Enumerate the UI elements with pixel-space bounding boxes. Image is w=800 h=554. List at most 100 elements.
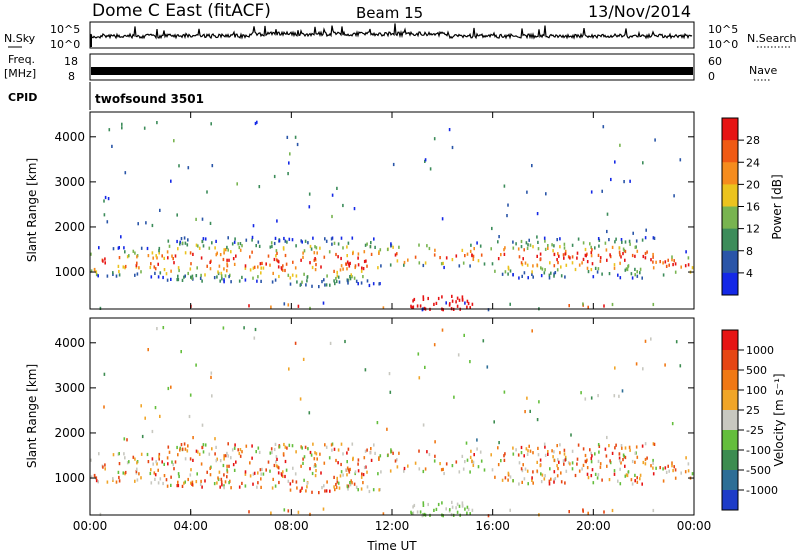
echo-cell — [490, 453, 492, 457]
echo-cell — [466, 299, 469, 303]
echo-cell — [370, 241, 372, 245]
echo-cell — [671, 255, 673, 259]
echo-cell — [443, 471, 445, 476]
echo-cell — [224, 274, 227, 278]
echo-cell — [108, 128, 111, 132]
echo-cell — [347, 278, 350, 282]
echo-cell — [333, 269, 335, 273]
echo-cell — [98, 452, 100, 456]
echo-cell — [204, 479, 206, 483]
echo-cell — [646, 456, 648, 460]
echo-cell — [154, 473, 157, 477]
echo-cell — [642, 254, 645, 259]
echo-cell — [177, 472, 180, 476]
echo-cell — [122, 265, 125, 269]
echo-cell — [591, 248, 593, 252]
power-x-ticks — [89, 112, 695, 309]
echo-cell — [532, 245, 534, 249]
echo-cell — [624, 455, 627, 460]
echo-cell — [289, 482, 292, 486]
echo-cell — [306, 481, 309, 485]
echo-cell — [189, 393, 192, 397]
echo-cell — [235, 460, 237, 464]
echo-cell — [277, 260, 280, 264]
echo-cell — [232, 257, 235, 261]
echo-cell — [239, 242, 242, 246]
echo-cell — [151, 457, 154, 461]
nsky-label: N.Sky — [4, 32, 36, 45]
echo-cell — [379, 454, 382, 458]
echo-cell — [269, 245, 272, 249]
echo-cell — [462, 261, 465, 265]
echo-cell — [370, 458, 373, 462]
echo-cell — [476, 241, 478, 245]
echo-cell — [524, 467, 527, 471]
echo-cell — [609, 253, 611, 257]
echo-cell — [318, 285, 320, 289]
echo-cell — [104, 463, 106, 467]
colorbar-segment — [722, 118, 738, 141]
echo-cell — [635, 362, 638, 366]
echo-cell — [167, 445, 170, 449]
echo-cell — [529, 243, 532, 247]
echo-cell — [126, 461, 129, 465]
echo-cell — [603, 510, 605, 514]
echo-cell — [564, 481, 566, 485]
echo-cell — [437, 502, 440, 507]
echo-cell — [497, 240, 499, 244]
echo-cell — [118, 256, 121, 260]
echo-cell — [249, 461, 251, 465]
echo-cell — [529, 409, 531, 413]
echo-cell — [413, 503, 416, 508]
echo-cell — [613, 472, 616, 476]
echo-cell — [674, 476, 677, 480]
echo-cell — [357, 458, 360, 462]
echo-cell — [351, 236, 354, 240]
echo-cell — [626, 473, 629, 478]
echo-cell — [536, 254, 538, 258]
echo-cell — [165, 478, 168, 482]
echo-cell — [331, 214, 333, 219]
echo-cell — [103, 199, 105, 203]
echo-cell — [336, 186, 338, 190]
echo-cell — [331, 448, 333, 452]
echo-cell — [448, 128, 451, 132]
echo-cell — [90, 269, 93, 273]
echo-cell — [184, 274, 186, 278]
echo-cell — [177, 480, 179, 484]
echo-cell — [455, 460, 458, 464]
echo-cell — [345, 468, 347, 472]
echo-cell — [599, 256, 602, 260]
echo-cell — [585, 254, 587, 258]
echo-cell — [442, 514, 444, 518]
echo-cell — [526, 469, 529, 473]
echo-cell — [590, 190, 593, 194]
echo-cell — [551, 449, 553, 453]
echo-cell — [596, 476, 599, 480]
echo-cell — [433, 459, 436, 463]
echo-cell — [642, 161, 644, 165]
echo-cell — [294, 135, 297, 139]
echo-cell — [209, 473, 212, 477]
echo-cell — [161, 460, 163, 464]
echo-cell — [421, 514, 424, 518]
echo-cell — [526, 452, 529, 456]
echo-cell — [158, 249, 160, 253]
echo-cell — [324, 283, 326, 287]
echo-cell — [567, 461, 570, 465]
echo-cell — [552, 455, 554, 459]
echo-cell — [672, 469, 674, 473]
echo-cell — [226, 262, 228, 266]
echo-cell — [222, 326, 225, 330]
echo-cell — [123, 452, 125, 456]
echo-cell — [226, 475, 228, 479]
echo-cell — [335, 279, 338, 284]
echo-cell — [389, 390, 392, 394]
echo-cell — [363, 456, 366, 460]
echo-cell — [150, 275, 153, 279]
echo-cell — [517, 453, 520, 457]
echo-cell — [274, 278, 277, 282]
x-tick-label: 00:00 — [677, 519, 712, 533]
echo-cell — [347, 487, 349, 491]
echo-cell — [606, 258, 608, 262]
